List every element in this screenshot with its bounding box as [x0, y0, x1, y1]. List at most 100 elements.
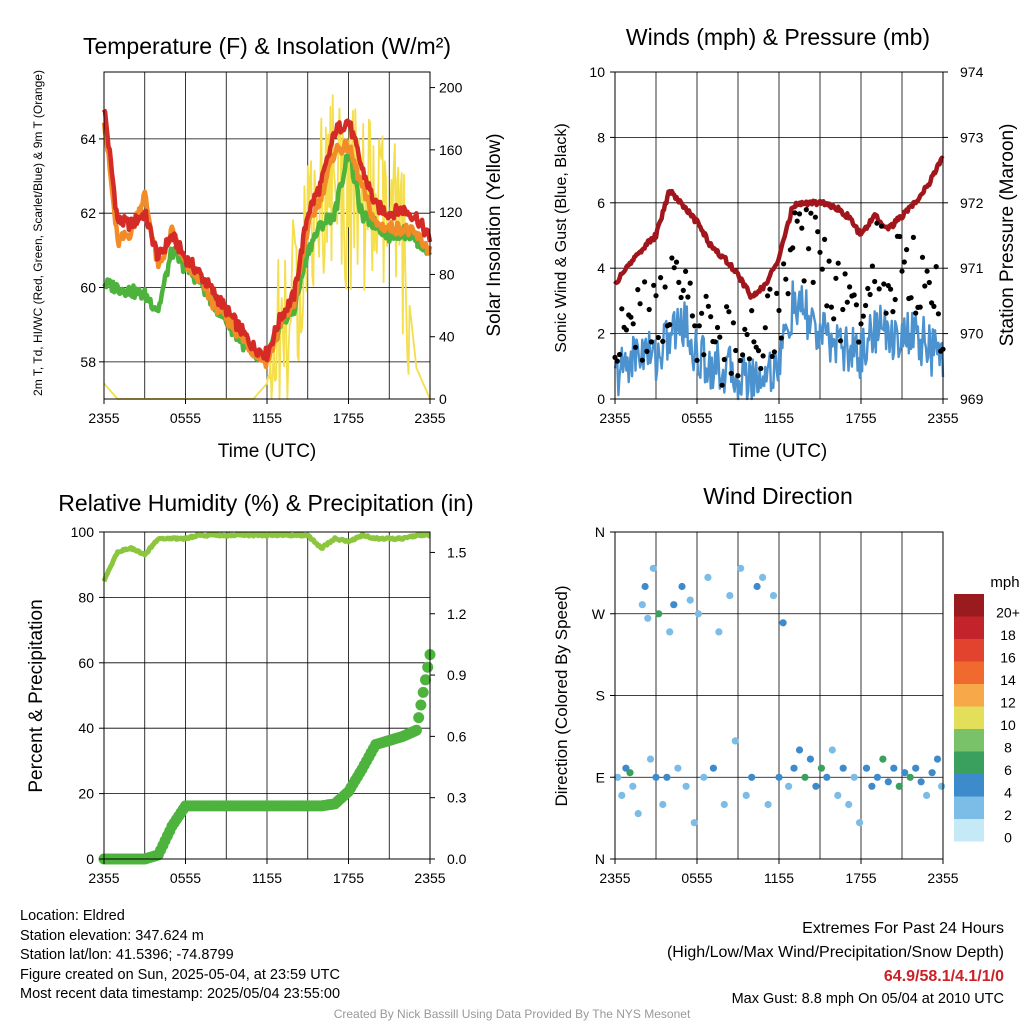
- direction-point: [690, 819, 698, 827]
- colorbar-swatch: [954, 706, 984, 729]
- direction-point: [731, 737, 739, 745]
- gust-point: [692, 323, 698, 329]
- direction-point: [646, 755, 655, 763]
- direction-point: [709, 764, 718, 772]
- humidity-frame: [103, 531, 431, 860]
- series-pressure: [613, 155, 945, 300]
- gust-point: [667, 322, 673, 328]
- direction-point: [682, 782, 690, 790]
- gust-point: [863, 302, 869, 309]
- gust-point: [680, 287, 686, 293]
- colorbar-swatch: [954, 616, 984, 639]
- y-tick-label: S: [596, 688, 605, 704]
- gust-point: [881, 281, 887, 287]
- gust-point: [655, 334, 661, 341]
- wind-direction-panel: Wind Direction Direction (Colored By Spe…: [552, 483, 1020, 886]
- gust-point: [933, 264, 939, 270]
- direction-point: [694, 610, 703, 618]
- y-tick-label-right: 120: [439, 204, 463, 220]
- gust-point: [803, 207, 809, 213]
- gust-point: [812, 214, 819, 220]
- gust-point: [860, 313, 866, 319]
- gust-point: [872, 278, 878, 285]
- y-tick-label-left: 0: [597, 391, 605, 407]
- x-tick-label: 1755: [845, 410, 876, 426]
- gust-point: [769, 353, 775, 359]
- x-tick-label: 2355: [88, 870, 119, 886]
- direction-point: [655, 610, 663, 618]
- gust-point: [662, 284, 668, 290]
- direction-point: [764, 800, 772, 809]
- gust-point: [630, 321, 636, 327]
- direction-point: [928, 769, 936, 777]
- gust-point: [714, 324, 721, 331]
- colorbar-swatch: [954, 729, 984, 752]
- gust-point: [685, 294, 691, 300]
- precip-point: [422, 661, 434, 673]
- max-gust: Max Gust: 8.8 mph On 05/04 at 2010 UTC: [731, 991, 1004, 1007]
- direction-point: [917, 778, 925, 786]
- colorbar-label: 0: [1004, 829, 1012, 845]
- direction-point: [868, 782, 876, 790]
- gust-point: [751, 339, 757, 345]
- colorbar-label: 2: [1004, 807, 1012, 823]
- x-tick-label: 2355: [599, 870, 630, 886]
- x-tick-label: 0555: [681, 870, 712, 886]
- colorbar-label: 10: [1000, 717, 1016, 733]
- direction-point: [670, 601, 678, 609]
- y-tick-label-right: 973: [960, 129, 984, 145]
- y-tick-label-left: 10: [589, 64, 605, 80]
- colorbar-label: 6: [1004, 762, 1012, 778]
- gust-point: [767, 286, 773, 292]
- extremes-title: Extremes For Past 24 Hours: [802, 920, 1004, 937]
- gust-point: [733, 347, 739, 354]
- y-tick-label-right: 1.2: [447, 606, 467, 622]
- colorbar-swatch: [954, 684, 984, 707]
- extremes-box: Extremes For Past 24 Hours (High/Low/Max…: [667, 917, 1004, 1009]
- gust-point: [831, 316, 837, 322]
- y-tick-label-left: 6: [597, 195, 605, 211]
- gust-point: [897, 233, 903, 240]
- gust-point: [635, 287, 641, 293]
- gust-point: [642, 279, 648, 285]
- gust-point: [865, 285, 871, 292]
- station-location: Location: Eldred: [20, 908, 125, 924]
- gust-point: [653, 293, 659, 299]
- humidity-ticks: 2355 0555 1155 1755 2355 0 20 40 60 80 100 0.0 0.3 0.…: [71, 524, 467, 886]
- gust-point: [701, 352, 707, 358]
- y-tick-label: W: [592, 606, 606, 622]
- gust-point: [646, 306, 652, 313]
- gust-point: [876, 286, 882, 292]
- colorbar-label: 14: [1000, 672, 1016, 688]
- winds-series: [612, 155, 946, 401]
- gust-point: [844, 299, 850, 305]
- gust-point: [746, 356, 753, 362]
- direction-point: [742, 791, 750, 800]
- gust-point: [781, 261, 787, 267]
- speed-colorbar: mph 20+ 18 16 14 12 10 8 6 4 2 0: [954, 574, 1020, 845]
- temperature-ylabel-right: Solar Insolation (Yellow): [484, 133, 505, 336]
- gust-point: [760, 353, 766, 359]
- y-tick-label-left: 60: [80, 280, 96, 296]
- direction-point: [795, 746, 804, 754]
- gust-point: [822, 236, 828, 242]
- y-tick-label: N: [595, 851, 605, 867]
- direction-point: [720, 800, 728, 809]
- gust-point: [847, 284, 853, 290]
- gust-point: [910, 234, 917, 240]
- y-tick-label-right: 0.0: [447, 851, 467, 867]
- series-2m-t: [101, 108, 433, 363]
- y-tick-label-left: 20: [78, 786, 94, 802]
- y-tick-label-right: 971: [960, 260, 984, 276]
- colorbar-swatch: [954, 796, 984, 819]
- direction-point: [850, 773, 858, 781]
- gust-point: [856, 339, 862, 345]
- x-tick-label: 1755: [333, 870, 364, 886]
- gust-point: [901, 259, 907, 265]
- temperature-frame: [103, 71, 431, 400]
- direction-point: [901, 769, 909, 777]
- humidity-ylabel-left: Percent & Precipitation: [26, 599, 47, 792]
- gust-point: [699, 310, 705, 316]
- gust-point: [721, 356, 727, 363]
- y-tick-label-left: 4: [597, 260, 605, 276]
